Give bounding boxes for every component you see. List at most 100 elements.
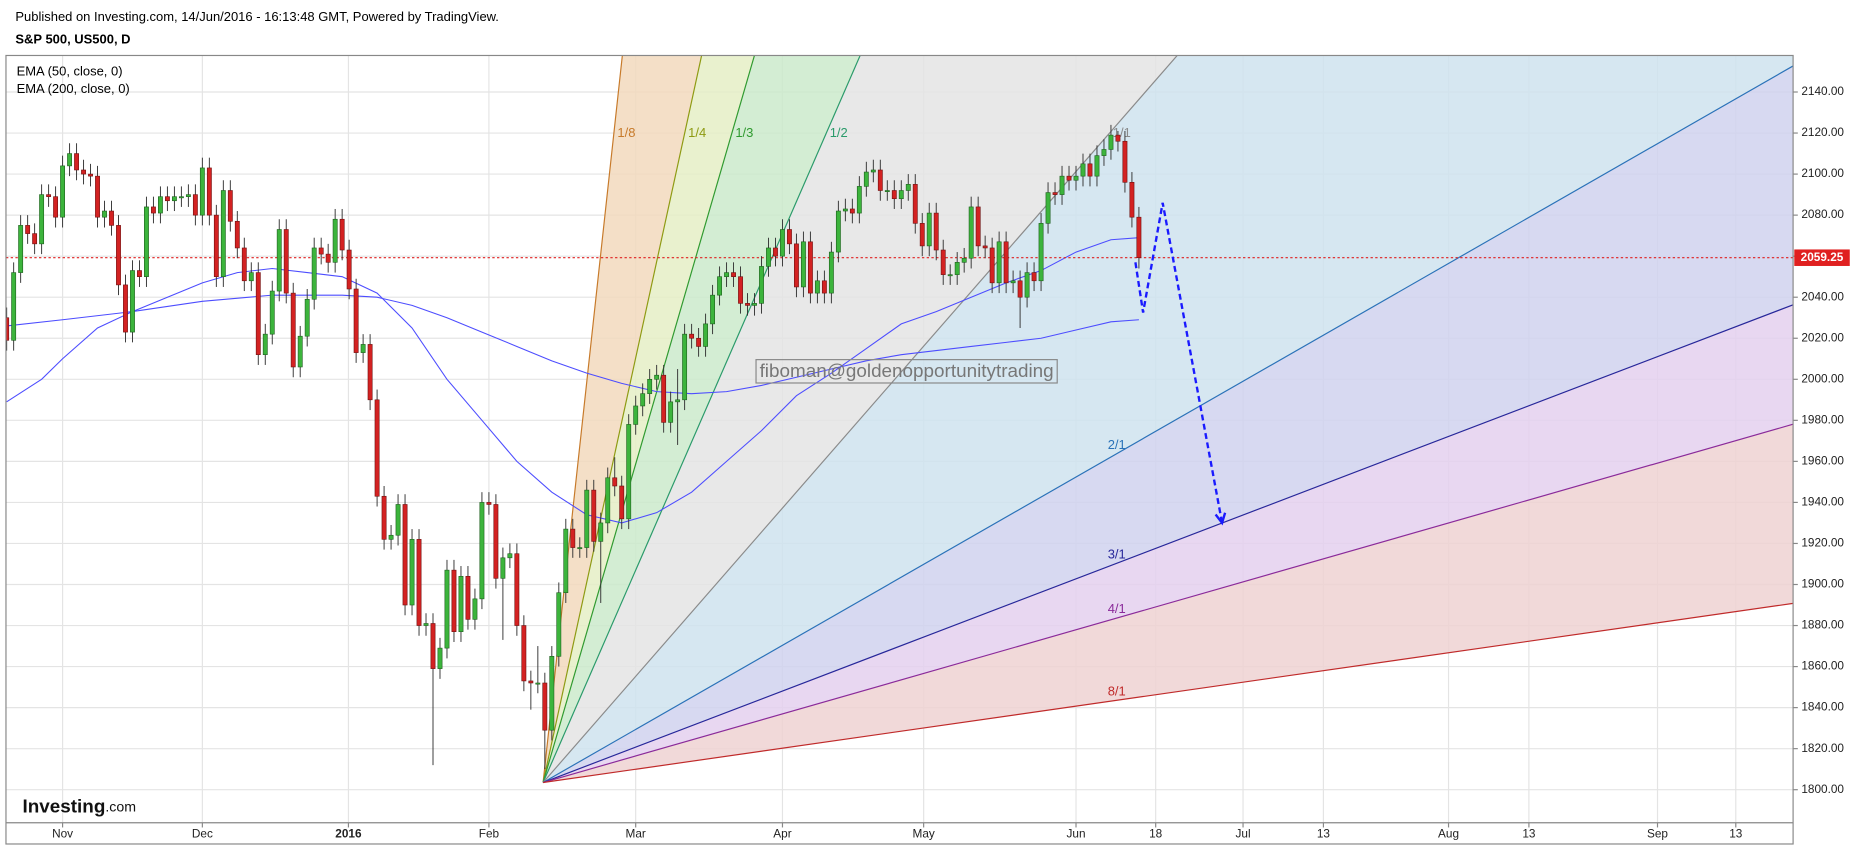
candle-body — [1010, 280, 1016, 284]
x-tick-label: 13 — [1522, 827, 1536, 841]
candle-body — [794, 243, 799, 288]
candle-body — [178, 196, 184, 199]
candle-body — [528, 680, 534, 684]
candle-body — [619, 485, 625, 520]
fan-line — [542, 423, 1794, 784]
candle-body — [416, 539, 422, 626]
fan-zone — [543, 55, 1794, 783]
candle-body — [234, 220, 240, 249]
annotation: fiboman@goldenopportunitytrading — [760, 361, 1054, 382]
fan-label: 1/8 — [617, 125, 635, 140]
candle-body — [1101, 149, 1107, 156]
candle-body — [1031, 272, 1037, 282]
x-tick-label: 13 — [1317, 827, 1331, 841]
candle-body — [67, 153, 72, 167]
candle-body — [95, 175, 100, 218]
candle-body — [500, 557, 506, 579]
x-tick-label: Apr — [773, 827, 791, 841]
x-tick-label: Jun — [1066, 827, 1085, 841]
candle-body — [269, 290, 275, 335]
candle-body — [46, 194, 52, 197]
candle-body — [109, 210, 114, 226]
candle-body — [584, 489, 590, 548]
last-price-label: 2059.25 — [1801, 250, 1844, 264]
candle-body — [975, 206, 981, 247]
projection-path — [1134, 202, 1224, 524]
candle-body — [283, 229, 289, 294]
candle-body — [724, 272, 729, 277]
y-tick-label: 1860.00 — [1801, 659, 1844, 673]
candle-body — [1108, 134, 1114, 150]
candle-body — [661, 374, 667, 423]
candle-body — [451, 569, 457, 632]
candle-body — [353, 288, 359, 353]
candle-body — [248, 272, 254, 282]
candle-body — [144, 206, 149, 277]
x-tick-label: 18 — [1149, 827, 1163, 841]
candle-body — [835, 210, 841, 253]
candle-body — [807, 241, 813, 294]
candle-body — [919, 223, 925, 247]
candle-body — [360, 344, 366, 353]
candle-body — [787, 229, 792, 245]
candle-body — [151, 206, 156, 214]
candle-body — [458, 575, 464, 632]
candle-body — [88, 173, 93, 177]
candle-body — [367, 344, 373, 401]
candle-body — [563, 528, 569, 593]
candle-body — [164, 196, 170, 202]
fan-label: 8/1 — [1108, 683, 1126, 698]
candle-body — [304, 298, 310, 337]
candle-body — [752, 303, 757, 306]
candle-body — [773, 247, 778, 257]
candle-body — [158, 196, 163, 214]
candle-body — [423, 623, 429, 626]
candle-body — [849, 208, 855, 214]
candle-body — [102, 210, 107, 218]
candle-body — [549, 656, 555, 731]
candle-body — [479, 502, 485, 600]
candle-body — [18, 225, 24, 273]
candle-body — [402, 504, 408, 606]
candle-body — [25, 225, 31, 234]
candle-body — [535, 682, 541, 685]
candle-body — [437, 647, 443, 669]
candle-body — [137, 270, 142, 277]
candle-body — [5, 317, 10, 341]
candle-body — [206, 167, 212, 216]
x-tick-label: Aug — [1438, 827, 1459, 841]
fan-line — [542, 65, 1794, 784]
candle-body — [626, 424, 632, 520]
candle-body — [717, 276, 722, 296]
candle-body — [81, 169, 86, 175]
candle-body — [1129, 182, 1135, 218]
y-tick-label: 2140.00 — [1801, 84, 1844, 98]
candle-body — [130, 270, 135, 333]
candle-body — [556, 592, 562, 657]
candle-body — [325, 253, 331, 263]
y-tick-label: 2040.00 — [1801, 289, 1844, 303]
fan-label: 2/1 — [1108, 437, 1126, 452]
candle-body — [780, 229, 785, 257]
candle-body — [591, 489, 597, 542]
candle-body — [32, 233, 38, 245]
candle-body — [926, 212, 932, 247]
candle-body — [192, 194, 198, 216]
candle-body — [1038, 223, 1044, 282]
candle-body — [605, 477, 611, 524]
y-tick-label: 1960.00 — [1801, 453, 1844, 467]
candle-body — [472, 598, 478, 620]
candle-body — [654, 374, 660, 380]
candle-body — [1094, 155, 1100, 177]
candle-body — [444, 569, 450, 649]
candle-body — [996, 241, 1002, 284]
publish-info: Published on Investing.com, 14/Jun/2016 … — [15, 9, 498, 24]
y-tick-label: 1820.00 — [1801, 741, 1844, 755]
candle-body — [675, 399, 681, 403]
candle-body — [696, 337, 702, 347]
candle-body — [220, 190, 226, 277]
candle-body — [1017, 280, 1023, 298]
candle-body — [1024, 272, 1030, 298]
annotation-box — [755, 359, 1058, 384]
